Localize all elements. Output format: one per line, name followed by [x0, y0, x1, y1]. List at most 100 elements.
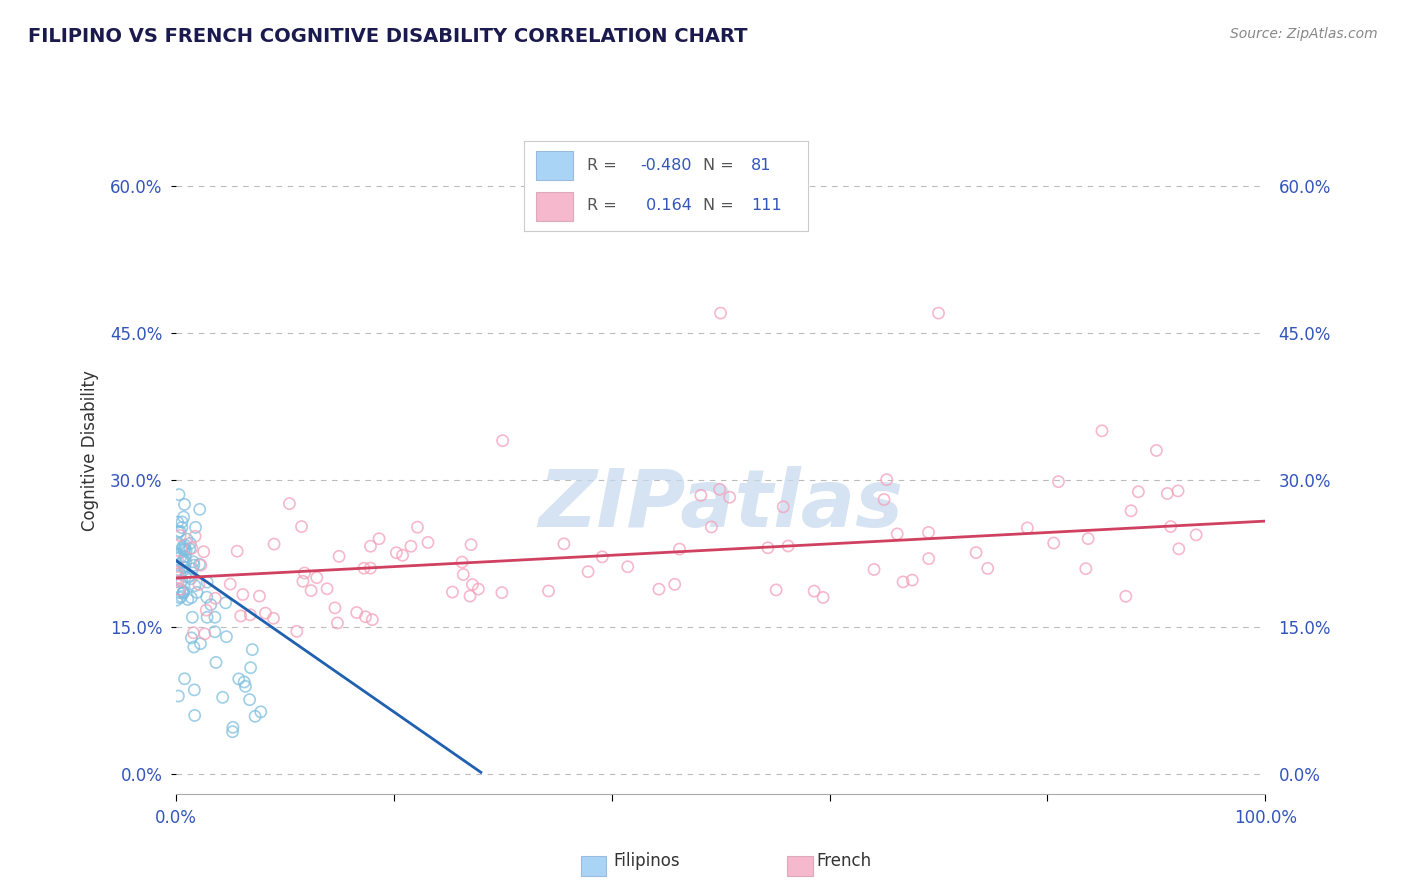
Text: Source: ZipAtlas.com: Source: ZipAtlas.com — [1230, 27, 1378, 41]
Point — [458, 589, 481, 603]
Point — [262, 611, 284, 625]
Point — [174, 543, 197, 558]
Point — [169, 566, 191, 581]
Point — [166, 515, 188, 529]
Point — [169, 582, 191, 597]
Point — [174, 549, 197, 564]
Point — [553, 537, 575, 551]
Point — [195, 575, 218, 590]
Text: ZIPatlas: ZIPatlas — [538, 467, 903, 544]
Point — [167, 585, 190, 599]
Point — [441, 585, 464, 599]
Point — [1144, 443, 1167, 458]
Point — [235, 679, 257, 693]
Point — [239, 607, 262, 622]
Point — [183, 708, 205, 723]
Point — [179, 536, 201, 550]
Point — [173, 585, 195, 599]
Point — [709, 483, 731, 497]
Point — [172, 586, 194, 600]
Point — [233, 675, 256, 690]
Point — [416, 535, 439, 549]
Point — [461, 577, 484, 591]
Point — [167, 689, 190, 703]
Point — [187, 577, 209, 591]
Point — [215, 630, 238, 644]
Point — [1156, 486, 1178, 500]
Point — [1128, 484, 1150, 499]
Point — [167, 570, 190, 584]
Point — [1167, 541, 1189, 556]
Point — [240, 642, 263, 657]
Point — [243, 709, 266, 723]
Point — [239, 692, 262, 706]
Point — [368, 532, 391, 546]
Point — [195, 610, 218, 624]
Text: -0.480: -0.480 — [641, 158, 692, 173]
Point — [170, 549, 193, 564]
Point — [190, 637, 212, 651]
Point — [176, 532, 198, 546]
Point — [167, 574, 190, 589]
Point — [385, 546, 408, 560]
Point — [204, 624, 226, 639]
Point — [205, 656, 228, 670]
Point — [591, 549, 613, 564]
Point — [291, 574, 314, 589]
Point — [576, 565, 599, 579]
Point — [1119, 504, 1142, 518]
Point — [219, 577, 242, 591]
Point — [186, 585, 208, 599]
Point — [616, 559, 638, 574]
Point — [664, 577, 686, 591]
Point — [170, 515, 193, 529]
Point — [290, 519, 312, 533]
Point — [305, 571, 328, 585]
Text: N =: N = — [703, 198, 738, 213]
Point — [359, 561, 381, 575]
Point — [214, 596, 236, 610]
Point — [173, 510, 195, 524]
Text: French: French — [815, 852, 872, 870]
Point — [181, 562, 204, 576]
Text: R =: R = — [586, 158, 621, 173]
Point — [326, 615, 349, 630]
FancyBboxPatch shape — [536, 193, 572, 221]
Point — [917, 525, 939, 540]
Text: N =: N = — [703, 158, 738, 173]
Point — [174, 555, 197, 569]
Point — [294, 566, 316, 580]
Point — [173, 542, 195, 557]
Point — [211, 690, 233, 705]
Point — [167, 563, 190, 577]
Point — [180, 541, 202, 555]
Point — [167, 566, 190, 581]
Point — [346, 606, 368, 620]
Point — [184, 529, 207, 543]
Point — [173, 560, 195, 574]
Point — [204, 591, 226, 606]
Point — [183, 682, 205, 697]
Point — [166, 593, 188, 607]
Point — [863, 562, 886, 576]
Point — [453, 567, 475, 582]
Point — [354, 609, 377, 624]
Point — [173, 672, 195, 686]
Point — [700, 520, 723, 534]
Point — [689, 488, 711, 502]
Point — [537, 584, 560, 599]
Point — [886, 527, 908, 541]
Point — [1160, 519, 1182, 533]
Point — [195, 603, 218, 617]
Point — [172, 553, 194, 567]
Point — [451, 555, 474, 569]
Text: Filipinos: Filipinos — [613, 852, 681, 870]
Point — [167, 488, 190, 502]
Point — [204, 610, 226, 624]
Point — [188, 558, 211, 572]
Point — [172, 540, 194, 554]
Point — [166, 565, 188, 579]
Point — [173, 538, 195, 552]
Point — [765, 582, 787, 597]
Point — [183, 555, 205, 569]
